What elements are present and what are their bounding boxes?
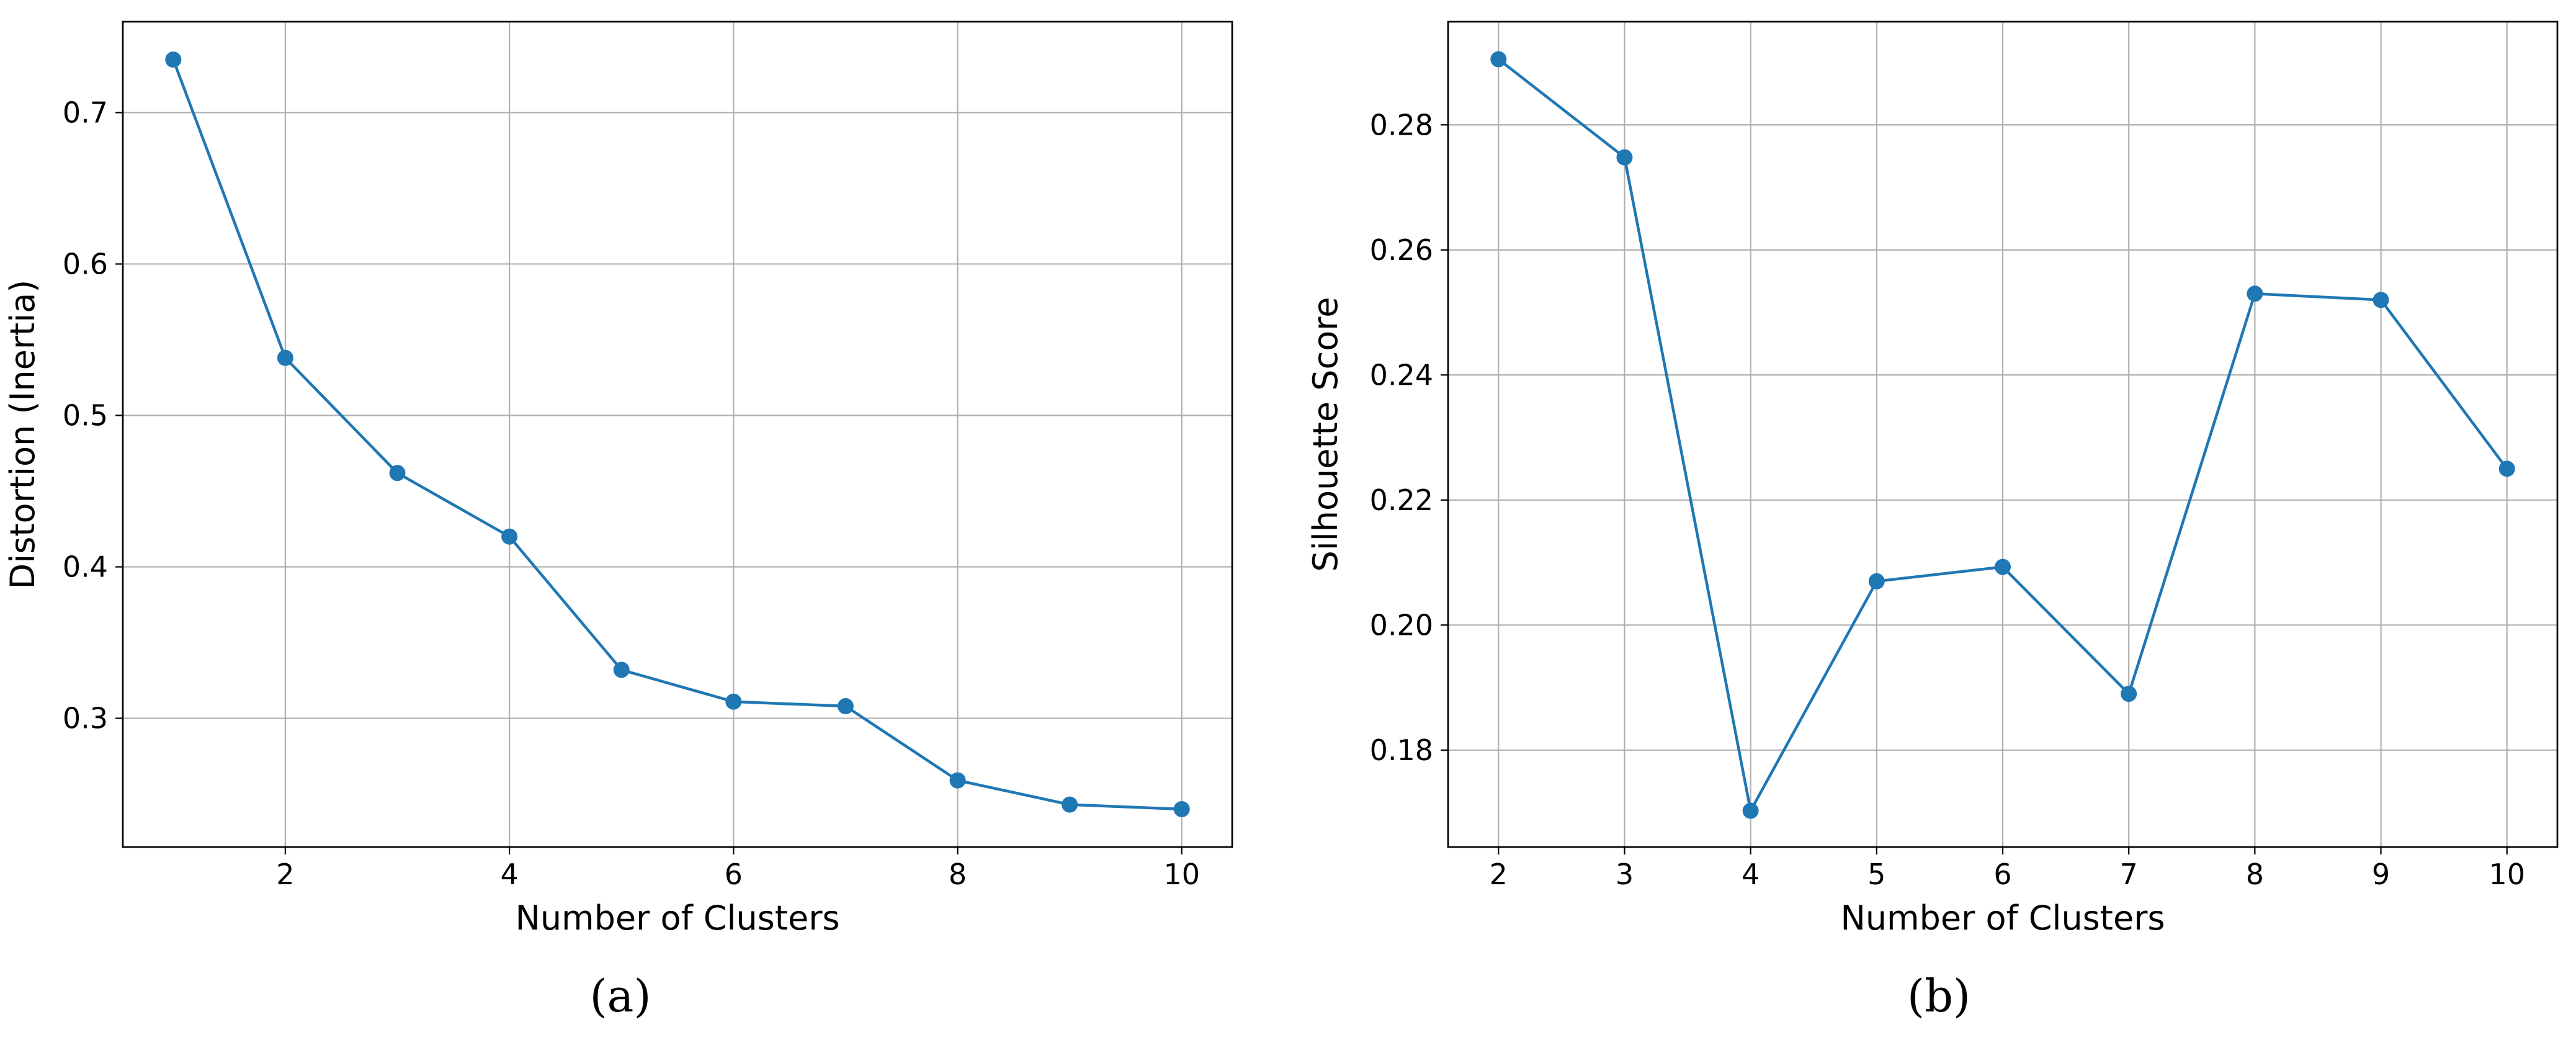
chart-b-data-point: [1995, 558, 2011, 575]
chart-a-caption: (a): [589, 970, 651, 1022]
chart-a-data-point: [1062, 796, 1078, 813]
chart-a-data-point: [165, 52, 182, 68]
chart-b-axes-frame: [1447, 20, 2559, 848]
chart-a-data-point: [389, 465, 406, 482]
chart-a-data-point: [501, 528, 518, 545]
chart-b-y-tick-label: 0.28: [1370, 108, 1433, 141]
chart-a-x-tick-label: 2: [276, 858, 294, 891]
chart-b-data-point: [2373, 292, 2389, 308]
chart-b-x-tick-label: 7: [2120, 858, 2138, 891]
chart-b-y-tick-label: 0.18: [1370, 733, 1433, 767]
chart-b-data-point: [1490, 51, 1507, 68]
chart-b-data-point: [2247, 285, 2263, 302]
chart-a-grid: [123, 22, 1232, 847]
chart-a-data-point: [1173, 800, 1190, 817]
chart-b-x-tick-label: 5: [1867, 858, 1885, 891]
chart-panel-b: (b) 2 3 4 5 6 7 8 9 10 0.18 0.20 0.22 0.24 0.26 0.28 Nu…: [1306, 20, 2559, 1022]
chart-panel-a: (a) 2 4 6 8 10 0.3 0.4 0.5 0.6 0.7 Number of Clust…: [3, 20, 1233, 1022]
chart-b-x-tick-label: 4: [1742, 858, 1760, 891]
chart-a-y-tick-label: 0.6: [63, 247, 108, 280]
chart-a-data-point: [837, 698, 854, 715]
chart-a-axes-frame: [122, 20, 1233, 848]
chart-a-data-point: [725, 693, 742, 710]
chart-b-x-tick-label: 6: [1993, 858, 2011, 891]
chart-b-x-axis-label: Number of Clusters: [1840, 899, 2165, 938]
chart-b-y-axis-label: Silhouette Score: [1306, 297, 1345, 572]
chart-a-data-point: [613, 661, 630, 678]
chart-b-x-tick-label: 8: [2246, 858, 2264, 891]
chart-b-y-tick-label: 0.22: [1370, 483, 1433, 517]
chart-a-x-tick-label: 8: [949, 858, 967, 891]
chart-b-grid: [1448, 22, 2557, 847]
chart-b-x-tick-label: 3: [1616, 858, 1634, 891]
chart-b-x-tick-label: 2: [1490, 858, 1508, 891]
chart-a-y-tick-label: 0.7: [63, 96, 108, 129]
chart-b-x-tick-label: 10: [2489, 858, 2525, 891]
chart-a-x-tick-label: 6: [725, 858, 743, 891]
chart-a-x-axis-label: Number of Clusters: [515, 899, 839, 938]
chart-a-data-point: [277, 349, 293, 366]
chart-a-y-axis-label: Distortion (Inertia): [3, 280, 42, 589]
chart-a-series-line: [172, 59, 1182, 811]
chart-b-data-point: [1616, 149, 1633, 166]
chart-b-data-point: [2498, 460, 2515, 477]
chart-a-data-point: [949, 772, 966, 789]
chart-a-y-tick-label: 0.4: [63, 550, 108, 584]
chart-a-y-tick-label: 0.5: [63, 398, 108, 432]
chart-b-y-tick-label: 0.20: [1370, 608, 1433, 642]
chart-b-y-tick-label: 0.26: [1370, 233, 1433, 267]
chart-b-caption: (b): [1907, 970, 1970, 1022]
chart-a-x-tick-label: 10: [1163, 858, 1200, 891]
chart-a-y-tick-label: 0.3: [63, 702, 108, 735]
chart-b-data-point: [1742, 802, 1759, 819]
chart-b-data-point: [1868, 573, 1885, 589]
chart-b-x-tick-label: 9: [2372, 858, 2390, 891]
chart-b-data-point: [2121, 686, 2137, 702]
chart-a-x-tick-label: 4: [500, 858, 518, 891]
chart-b-y-tick-label: 0.24: [1370, 358, 1433, 392]
